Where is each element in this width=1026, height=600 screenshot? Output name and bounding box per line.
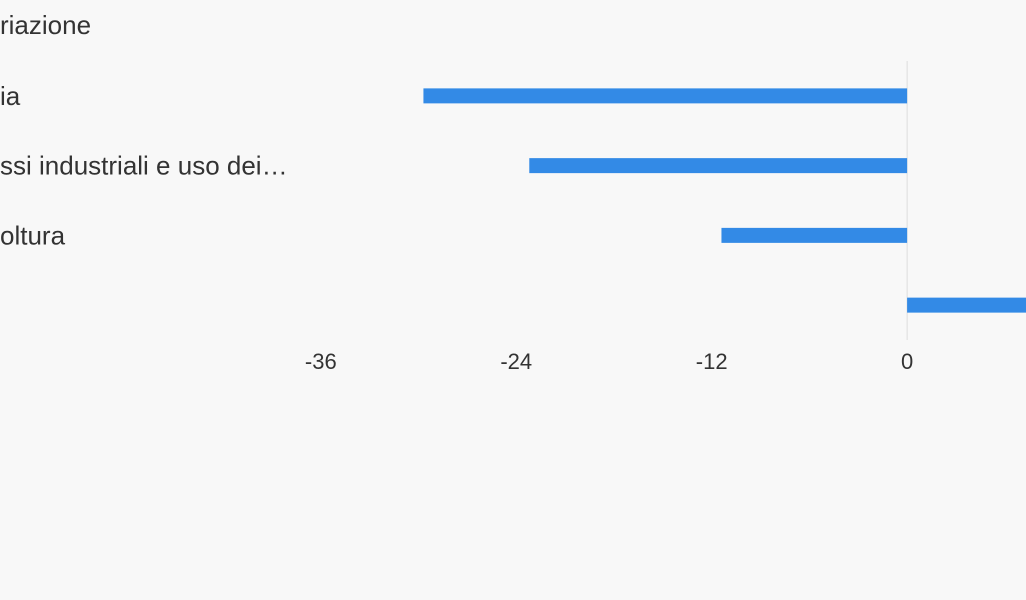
x-tick-label: -12 <box>696 349 728 374</box>
bar <box>423 88 908 104</box>
x-tick-label: -24 <box>500 349 532 374</box>
y-tick-label: ssi industriali e uso dei… <box>0 151 288 181</box>
bar <box>529 158 908 174</box>
y-tick-label: ia <box>0 81 21 111</box>
x-tick-label: -36 <box>305 349 337 374</box>
x-tick-label: 0 <box>901 349 913 374</box>
chart-title: riazione <box>0 10 91 40</box>
bar <box>907 297 1026 313</box>
y-tick-label: oltura <box>0 220 66 250</box>
bar <box>721 227 908 243</box>
